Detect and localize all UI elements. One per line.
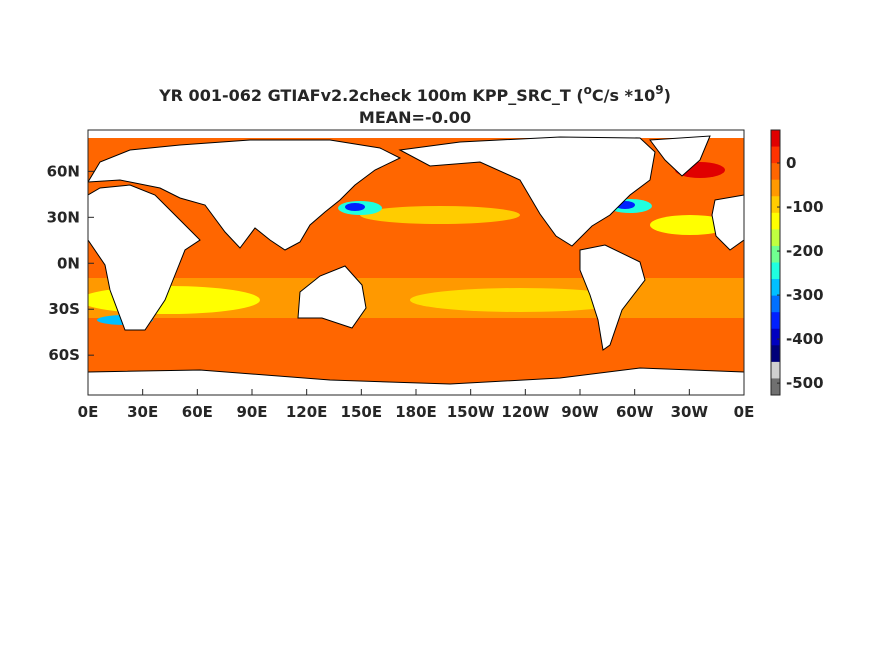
colorbar-swatch bbox=[771, 312, 780, 330]
colorbar-swatch bbox=[771, 295, 780, 313]
colorbar-swatch bbox=[771, 245, 780, 263]
patch bbox=[345, 203, 365, 211]
x-tick-label: 180E bbox=[395, 403, 437, 421]
chart-subtitle: MEAN=-0.00 bbox=[359, 108, 471, 127]
chart-title: YR 001-062 GTIAFv2.2check 100m KPP_SRC_T… bbox=[158, 83, 671, 105]
x-tick-label: 150W bbox=[447, 403, 495, 421]
title-part: C/s *10 bbox=[592, 86, 655, 105]
colorbar-tick-label: -300 bbox=[786, 286, 824, 304]
colorbar-swatch bbox=[771, 212, 780, 230]
x-tick-label: 120E bbox=[286, 403, 328, 421]
land bbox=[88, 130, 744, 395]
x-tick-label: 30E bbox=[127, 403, 158, 421]
y-tick-label: 0N bbox=[57, 254, 80, 272]
x-tick-label: 120W bbox=[501, 403, 549, 421]
colorbar-tick-label: -500 bbox=[786, 374, 824, 392]
colorbar-swatch bbox=[771, 179, 780, 197]
colorbar-tick-label: 0 bbox=[786, 154, 796, 172]
colorbar-swatch bbox=[771, 262, 780, 280]
y-tick-label: 60S bbox=[48, 346, 80, 364]
title-part: ) bbox=[664, 86, 671, 105]
colorbar-tick-label: -400 bbox=[786, 330, 824, 348]
title-part: YR 001-062 GTIAFv2.2check 100m KPP_SRC_T… bbox=[158, 86, 584, 105]
colorbar-swatch bbox=[771, 361, 780, 379]
colorbar-tick-label: -200 bbox=[786, 242, 824, 260]
colorbar-swatch bbox=[771, 163, 780, 181]
colorbar-swatch bbox=[771, 279, 780, 297]
y-tick-label: 30S bbox=[48, 300, 80, 318]
title-part: o bbox=[584, 83, 592, 97]
colorbar-swatch bbox=[771, 196, 780, 214]
colorbar-swatch bbox=[771, 130, 780, 148]
patch bbox=[650, 215, 730, 235]
y-tick-label: 60N bbox=[47, 162, 80, 180]
colorbar-swatch bbox=[771, 345, 780, 363]
colorbar-swatch bbox=[771, 146, 780, 164]
patch bbox=[360, 206, 520, 224]
colorbar-frame bbox=[770, 129, 781, 396]
patch bbox=[88, 286, 260, 314]
colorbar-swatch bbox=[771, 378, 780, 396]
patch bbox=[410, 288, 630, 312]
colorbar-tick-label: -100 bbox=[786, 198, 824, 216]
x-tick-label: 90W bbox=[561, 403, 599, 421]
colorbar: 0 -100 -200 -300 -400 -500 bbox=[770, 129, 824, 396]
x-tick-label: 60E bbox=[182, 403, 213, 421]
x-tick-label: 0E bbox=[734, 403, 755, 421]
x-tick-label: 90E bbox=[236, 403, 267, 421]
colorbar-swatch bbox=[771, 328, 780, 346]
title-part: 9 bbox=[655, 83, 663, 97]
map-field bbox=[88, 130, 744, 395]
x-tick-label: 150E bbox=[341, 403, 383, 421]
x-tick-label: 0E bbox=[78, 403, 99, 421]
colorbar-swatch bbox=[771, 229, 780, 247]
y-tick-label: 30N bbox=[47, 208, 80, 226]
x-tick-label: 60W bbox=[616, 403, 654, 421]
x-tick-label: 30W bbox=[671, 403, 709, 421]
